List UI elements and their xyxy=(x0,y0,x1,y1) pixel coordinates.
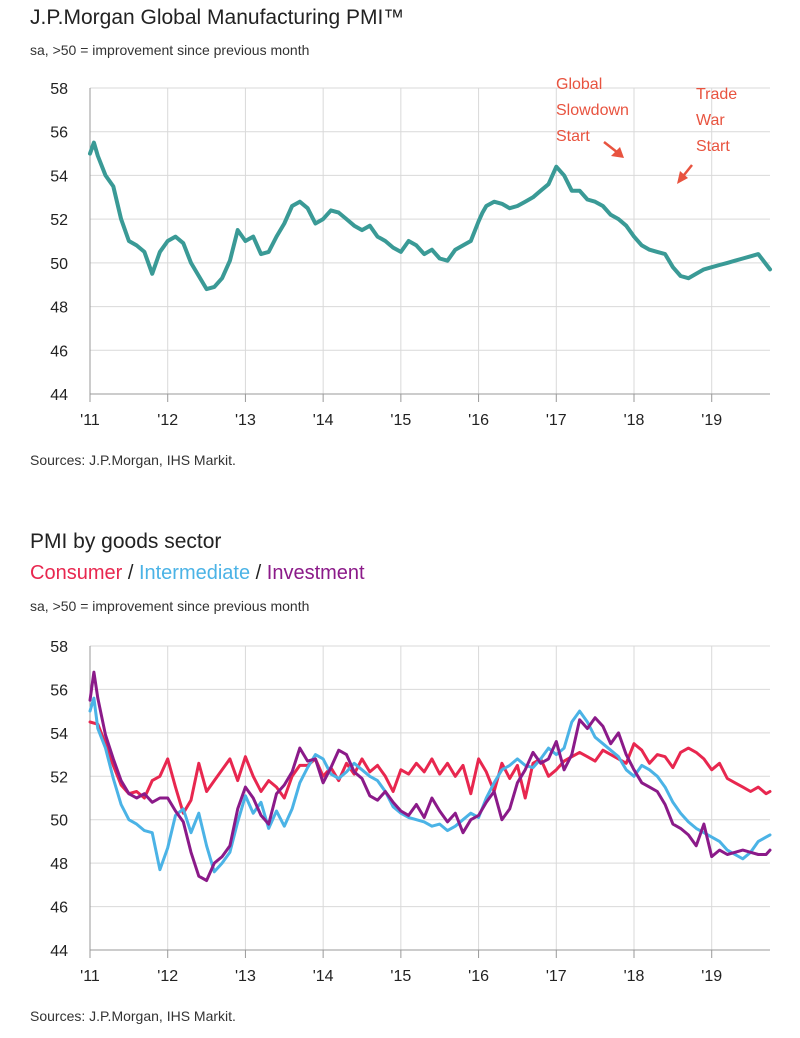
x-tick-label: '13 xyxy=(235,412,256,429)
legend-separator: / xyxy=(122,562,139,584)
x-tick-label: '15 xyxy=(390,412,411,429)
x-tick-label: '17 xyxy=(546,412,567,429)
y-tick-label: 48 xyxy=(50,856,68,873)
legend-separator: / xyxy=(250,562,267,584)
y-tick-label: 54 xyxy=(50,168,68,185)
x-tick-label: '12 xyxy=(157,968,178,985)
y-tick-label: 46 xyxy=(50,900,68,917)
x-tick-label: '12 xyxy=(157,412,178,429)
x-tick-label: '15 xyxy=(390,968,411,985)
chart2-source: Sources: J.P.Morgan, IHS Markit. xyxy=(30,1008,236,1024)
chart2-legend: Consumer / Intermediate / Investment xyxy=(30,562,365,585)
annotation-arrowhead xyxy=(611,147,624,158)
x-tick-label: '13 xyxy=(235,968,256,985)
legend-investment: Investment xyxy=(266,562,365,584)
x-tick-label: '18 xyxy=(624,412,645,429)
legend-consumer: Consumer xyxy=(30,562,123,584)
chart1-title: J.P.Morgan Global Manufacturing PMI™ xyxy=(30,6,405,29)
chart2-title: PMI by goods sector xyxy=(30,530,222,553)
y-tick-label: 52 xyxy=(50,212,68,229)
x-tick-label: '19 xyxy=(701,412,722,429)
y-tick-label: 58 xyxy=(50,639,68,656)
y-tick-label: 44 xyxy=(50,387,68,404)
x-tick-label: '18 xyxy=(624,968,645,985)
x-tick-label: '14 xyxy=(313,968,334,985)
legend-intermediate: Intermediate xyxy=(138,562,251,584)
chart2-plot: 44 46 48 50 52 54 56 58 '11 '12 '13 '14 '15 '16 '17 '18… xyxy=(50,639,772,985)
annotation-global-slowdown: Global xyxy=(556,76,602,93)
annotation-arrowhead xyxy=(677,171,688,184)
annotation-global-slowdown: Start xyxy=(556,128,590,145)
x-tick-label: '19 xyxy=(701,968,722,985)
annotation-global-slowdown: Slowdown xyxy=(556,102,629,119)
y-tick-label: 46 xyxy=(50,343,68,360)
annotation-trade-war: Start xyxy=(696,138,730,155)
series-line-intermediate xyxy=(88,696,772,874)
y-tick-label: 54 xyxy=(50,726,68,743)
y-tick-label: 50 xyxy=(50,813,68,830)
x-tick-label: '17 xyxy=(546,968,567,985)
x-tick-label: '16 xyxy=(468,968,489,985)
x-tick-label: '11 xyxy=(80,968,100,985)
annotation-trade-war: War xyxy=(696,112,725,129)
x-tick-label: '11 xyxy=(80,412,100,429)
chart1-plot: 44 46 48 50 52 54 56 58 '11 '12 '13 '14 '15 '16 '17 '18… xyxy=(50,76,772,429)
series-line-consumer xyxy=(88,720,772,815)
series-line-pmi xyxy=(88,140,772,292)
y-tick-label: 48 xyxy=(50,300,68,317)
y-tick-label: 52 xyxy=(50,769,68,786)
y-tick-label: 56 xyxy=(50,682,68,699)
x-tick-label: '14 xyxy=(313,412,334,429)
annotation-trade-war: Trade xyxy=(696,86,737,103)
chart2-subtitle: sa, >50 = improvement since previous mon… xyxy=(30,598,310,614)
y-tick-label: 56 xyxy=(50,125,68,142)
x-tick-label: '16 xyxy=(468,412,489,429)
series-line-investment xyxy=(88,670,772,882)
chart1-subtitle: sa, >50 = improvement since previous mon… xyxy=(30,42,310,58)
y-tick-label: 58 xyxy=(50,81,68,98)
chart1-source: Sources: J.P.Morgan, IHS Markit. xyxy=(30,452,236,468)
y-tick-label: 44 xyxy=(50,943,68,960)
y-tick-label: 50 xyxy=(50,256,68,273)
